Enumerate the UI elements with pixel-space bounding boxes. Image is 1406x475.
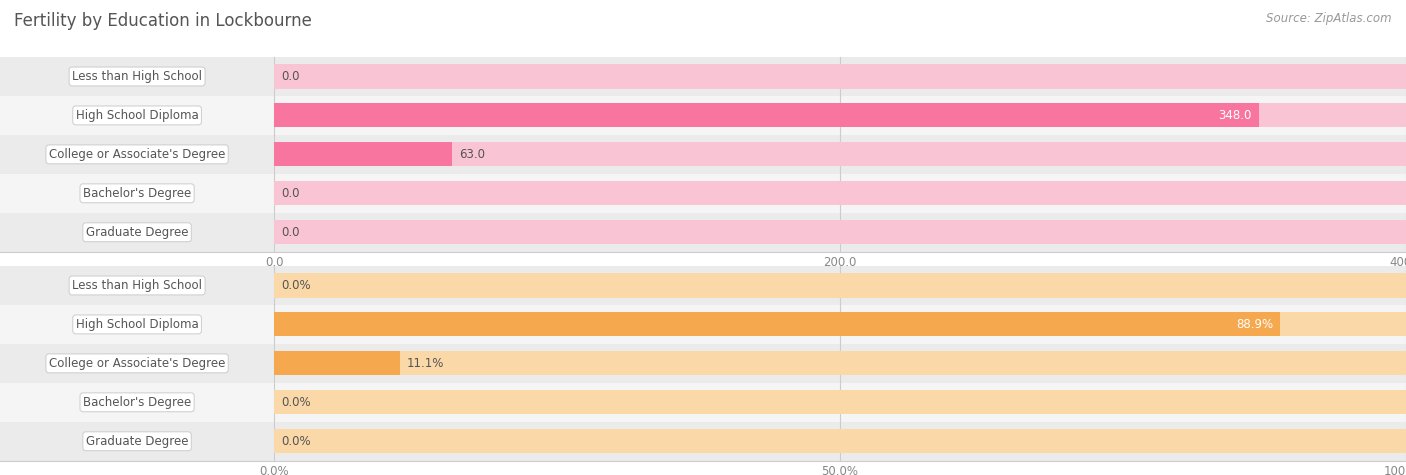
- Bar: [0, 96, 1406, 135]
- Bar: [0, 135, 1406, 174]
- Text: 63.0: 63.0: [460, 148, 485, 161]
- Bar: [0, 266, 1406, 305]
- Bar: [0, 305, 1406, 344]
- Text: Graduate Degree: Graduate Degree: [86, 435, 188, 448]
- Text: 0.0%: 0.0%: [281, 279, 311, 292]
- Text: Bachelor's Degree: Bachelor's Degree: [83, 396, 191, 409]
- Bar: [0, 344, 1406, 383]
- Bar: [0, 422, 1406, 461]
- Bar: [274, 313, 1406, 336]
- Text: High School Diploma: High School Diploma: [76, 109, 198, 122]
- Bar: [274, 142, 1406, 166]
- Text: 0.0%: 0.0%: [281, 435, 311, 448]
- Bar: [274, 352, 1406, 375]
- Bar: [274, 142, 453, 166]
- Bar: [274, 181, 1406, 205]
- Bar: [0, 57, 1406, 96]
- Text: Less than High School: Less than High School: [72, 70, 202, 83]
- Text: High School Diploma: High School Diploma: [76, 318, 198, 331]
- Bar: [0, 213, 1406, 252]
- Text: 0.0: 0.0: [281, 70, 299, 83]
- Bar: [0, 383, 1406, 422]
- Bar: [0, 174, 1406, 213]
- Text: 0.0%: 0.0%: [281, 396, 311, 409]
- Bar: [274, 429, 1406, 453]
- Text: 0.0: 0.0: [281, 226, 299, 239]
- Text: College or Associate's Degree: College or Associate's Degree: [49, 357, 225, 370]
- Text: 348.0: 348.0: [1219, 109, 1251, 122]
- Bar: [274, 104, 1406, 127]
- Text: College or Associate's Degree: College or Associate's Degree: [49, 148, 225, 161]
- Bar: [274, 65, 1406, 88]
- Text: 88.9%: 88.9%: [1236, 318, 1274, 331]
- Text: 0.0: 0.0: [281, 187, 299, 200]
- Text: Fertility by Education in Lockbourne: Fertility by Education in Lockbourne: [14, 12, 312, 30]
- Text: Bachelor's Degree: Bachelor's Degree: [83, 187, 191, 200]
- Bar: [274, 313, 1281, 336]
- Bar: [274, 220, 1406, 244]
- Bar: [274, 274, 1406, 297]
- Text: Source: ZipAtlas.com: Source: ZipAtlas.com: [1267, 12, 1392, 25]
- Text: Less than High School: Less than High School: [72, 279, 202, 292]
- Text: Graduate Degree: Graduate Degree: [86, 226, 188, 239]
- Bar: [274, 104, 1258, 127]
- Bar: [274, 390, 1406, 414]
- Bar: [274, 352, 399, 375]
- Text: 11.1%: 11.1%: [406, 357, 444, 370]
